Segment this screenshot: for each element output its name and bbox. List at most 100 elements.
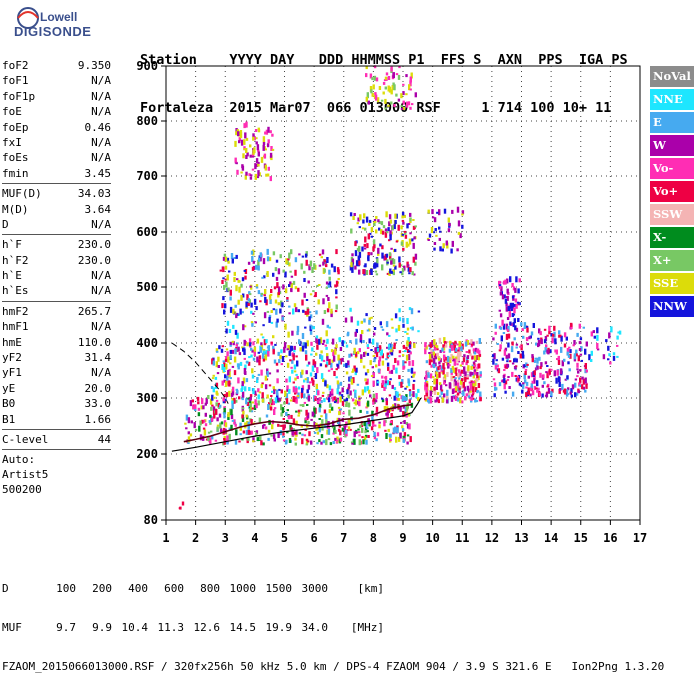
data-point xyxy=(493,353,496,360)
data-point xyxy=(330,349,334,353)
data-point xyxy=(247,303,250,306)
data-point xyxy=(563,388,567,395)
data-point xyxy=(409,351,412,355)
data-point xyxy=(392,269,395,276)
data-point xyxy=(220,348,224,353)
data-point xyxy=(272,308,275,311)
data-point xyxy=(311,411,314,417)
data-point xyxy=(325,361,329,367)
data-point xyxy=(363,352,366,357)
data-point xyxy=(377,252,380,256)
data-point xyxy=(293,303,297,308)
data-point xyxy=(317,299,320,305)
data-point xyxy=(251,349,254,353)
data-point xyxy=(425,360,429,364)
data-point xyxy=(408,238,412,245)
data-point xyxy=(372,398,376,401)
data-point xyxy=(375,406,379,412)
data-point xyxy=(565,389,569,396)
data-point xyxy=(294,286,298,290)
data-point xyxy=(401,428,405,432)
data-point xyxy=(189,400,193,407)
data-point xyxy=(525,325,529,328)
muf-scale-row: MUF 9.7 9.9 10.4 11.3 12.6 14.5 19.9 34.0 [MHz] xyxy=(2,621,664,634)
data-point xyxy=(409,327,413,330)
data-point xyxy=(501,319,504,326)
data-point xyxy=(405,101,409,108)
data-point xyxy=(407,378,410,384)
x-tick-label: 13 xyxy=(514,531,528,545)
data-point xyxy=(248,408,252,413)
data-point xyxy=(261,336,265,339)
data-point xyxy=(211,358,214,365)
param-value: 3.64 xyxy=(84,202,112,216)
data-point xyxy=(370,89,373,94)
data-point xyxy=(328,302,331,309)
data-point xyxy=(369,394,372,398)
data-point xyxy=(472,373,475,379)
data-point xyxy=(271,424,274,430)
data-point xyxy=(295,373,298,376)
data-point xyxy=(538,328,541,334)
data-point xyxy=(582,378,585,385)
data-point xyxy=(222,267,225,273)
data-point xyxy=(365,216,369,223)
data-point xyxy=(579,369,582,372)
data-point xyxy=(288,284,291,287)
data-point xyxy=(297,412,301,415)
data-point xyxy=(295,420,298,426)
data-point xyxy=(436,211,439,214)
data-point xyxy=(288,262,291,267)
data-point xyxy=(463,386,466,392)
data-point xyxy=(325,419,328,425)
data-point xyxy=(315,337,318,344)
data-point xyxy=(326,338,329,344)
data-point xyxy=(330,308,333,314)
data-point xyxy=(536,365,539,370)
data-point xyxy=(307,361,311,365)
data-point xyxy=(580,346,583,352)
data-point xyxy=(474,398,477,403)
divider xyxy=(2,428,111,430)
data-point xyxy=(432,363,435,367)
data-point xyxy=(377,219,380,223)
data-point xyxy=(390,318,394,321)
data-point xyxy=(321,318,325,325)
data-point xyxy=(216,426,219,432)
data-point xyxy=(596,343,599,349)
data-point xyxy=(305,299,309,301)
data-point xyxy=(231,403,234,409)
data-point xyxy=(241,311,244,314)
data-point xyxy=(438,361,441,365)
data-point xyxy=(414,261,417,266)
param-value: N/A xyxy=(91,151,111,165)
data-point xyxy=(327,369,331,372)
data-point xyxy=(254,390,257,395)
data-point xyxy=(231,397,234,401)
data-point xyxy=(246,342,249,347)
data-point xyxy=(235,285,238,292)
data-point xyxy=(384,429,387,432)
data-point xyxy=(225,328,228,334)
data-point xyxy=(386,346,389,349)
data-point xyxy=(193,422,196,429)
data-point xyxy=(580,359,583,362)
data-point xyxy=(387,104,390,107)
data-point xyxy=(547,383,550,387)
data-point xyxy=(433,386,436,391)
data-point xyxy=(316,344,319,350)
data-point xyxy=(264,375,268,381)
data-point xyxy=(203,419,206,423)
data-point xyxy=(360,320,363,324)
data-point xyxy=(290,283,293,288)
data-point xyxy=(311,365,315,372)
data-point xyxy=(242,153,245,159)
data-point xyxy=(328,326,331,329)
data-point xyxy=(268,294,272,300)
data-point xyxy=(362,365,366,369)
data-point xyxy=(312,290,315,293)
data-point xyxy=(326,384,329,389)
data-point xyxy=(476,390,479,394)
x-tick-label: 5 xyxy=(281,531,288,545)
data-point xyxy=(257,151,260,157)
